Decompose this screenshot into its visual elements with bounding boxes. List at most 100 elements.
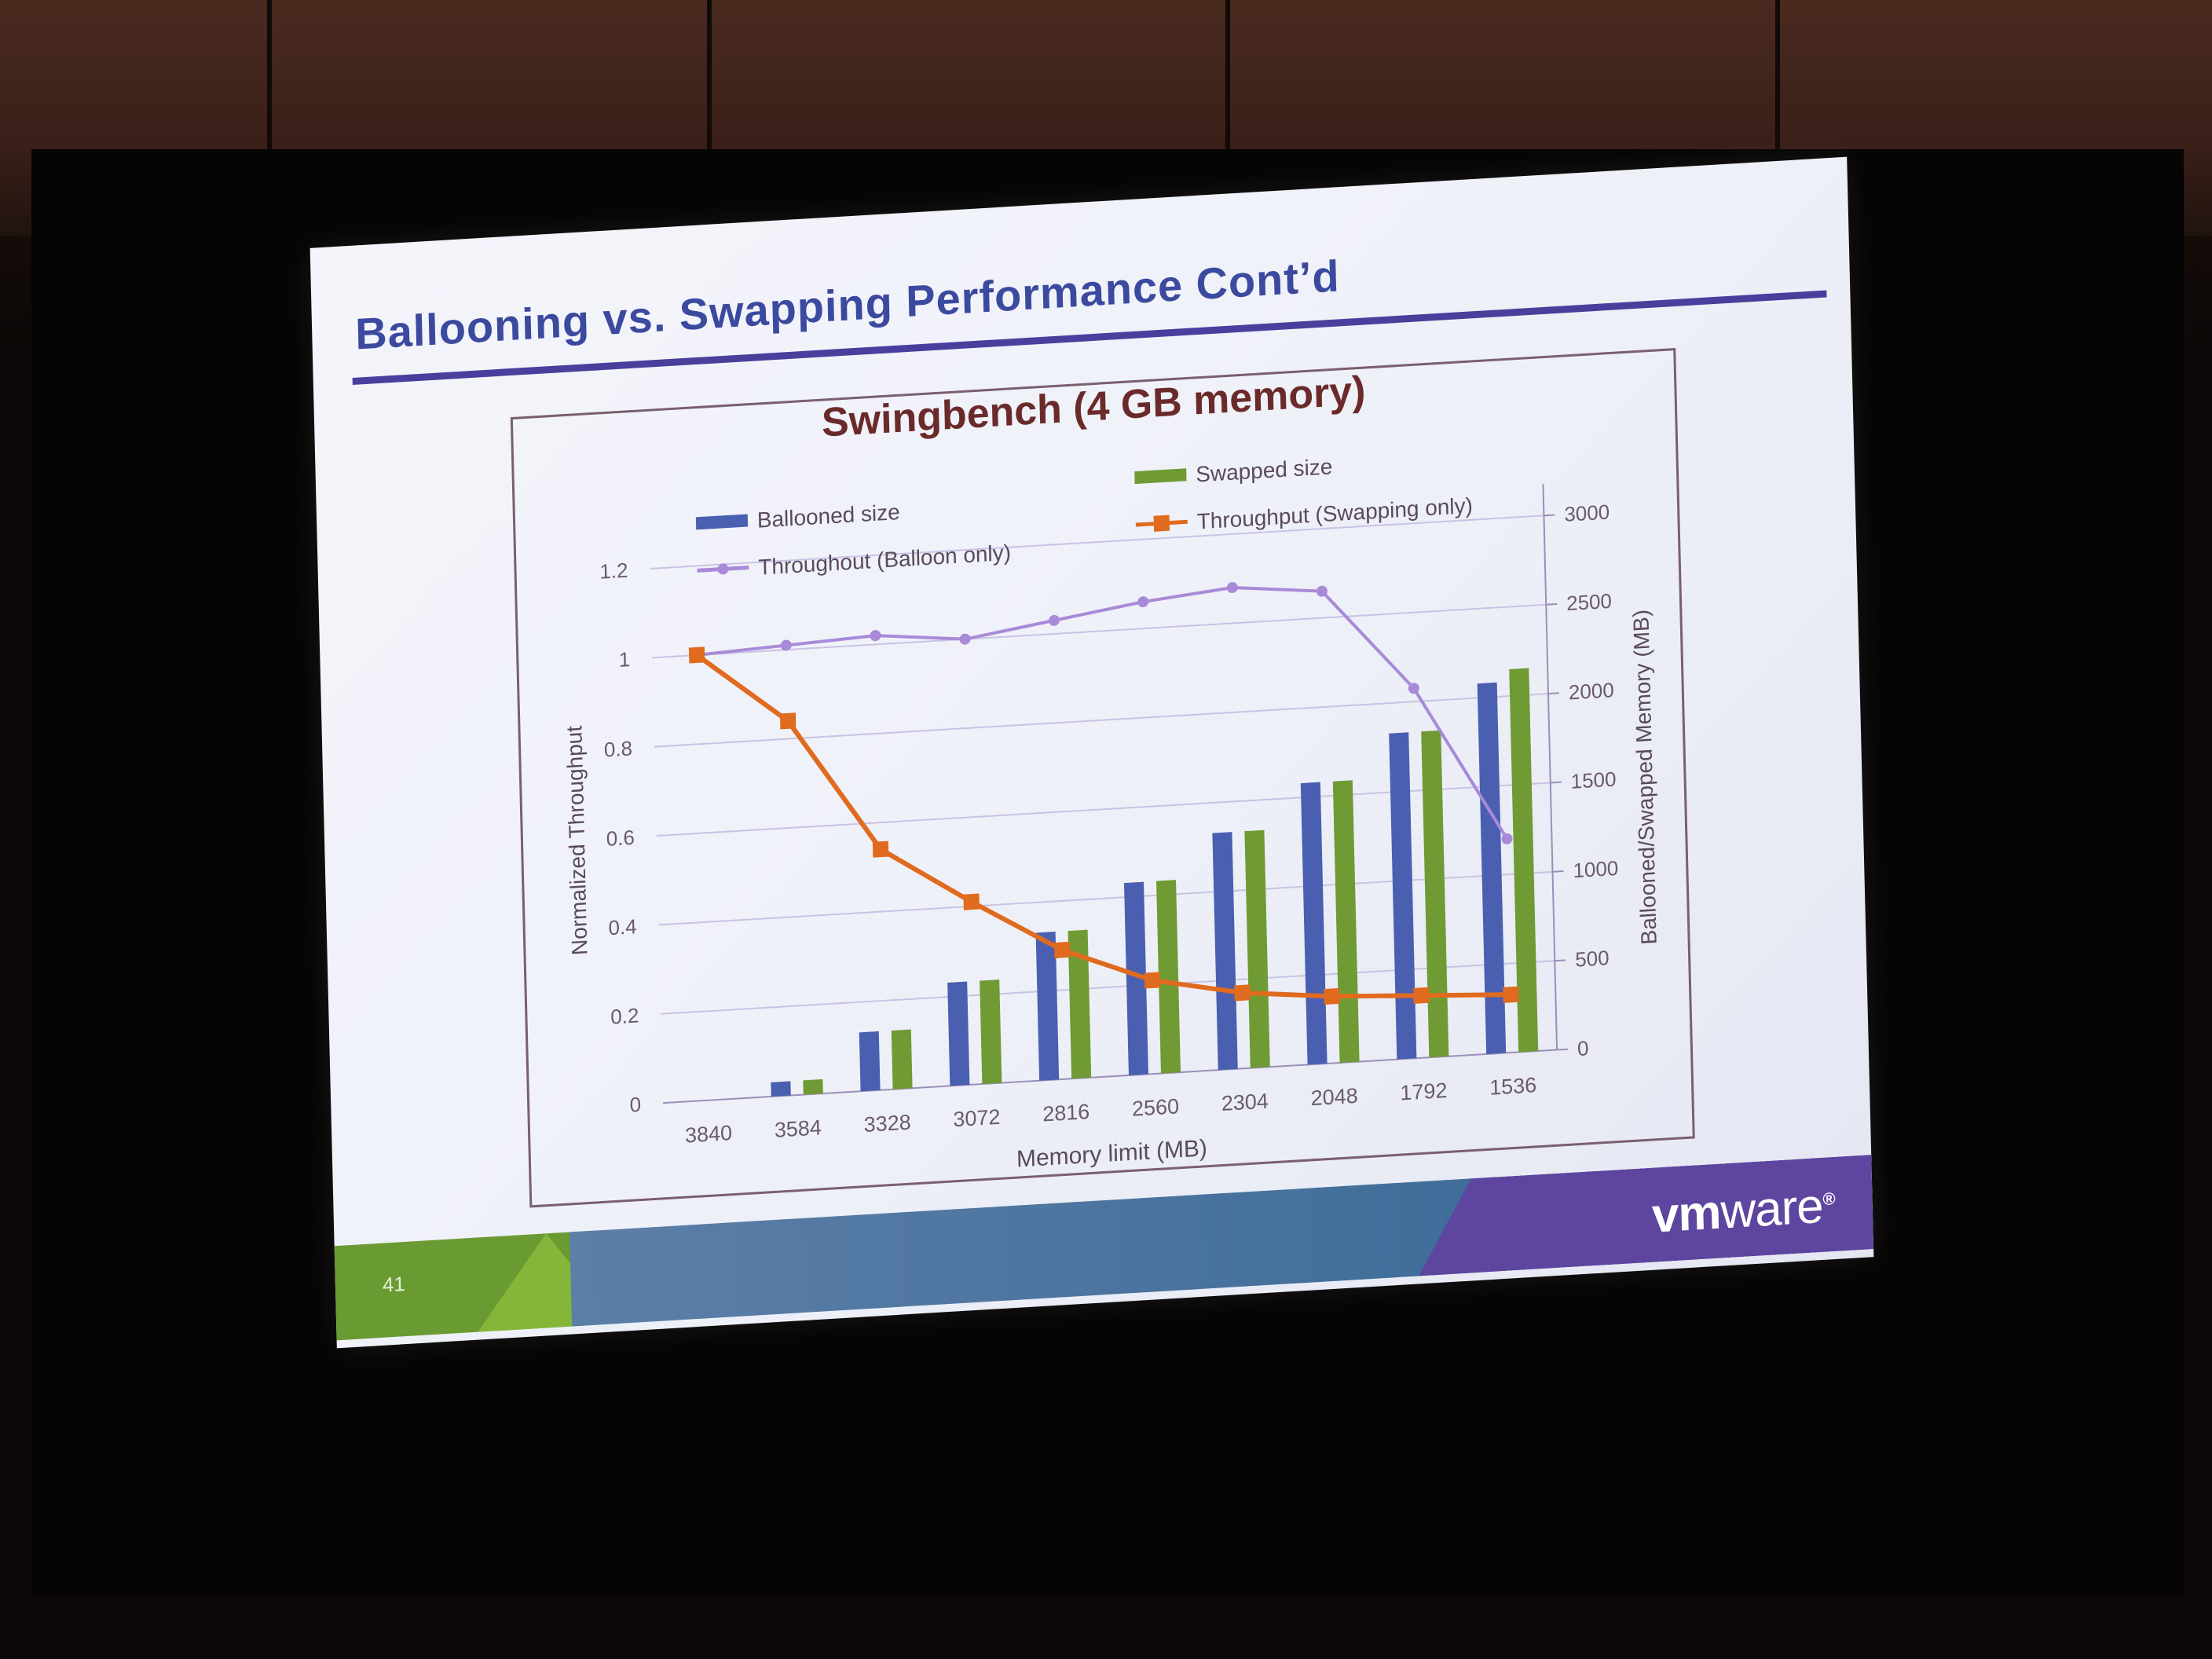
chart-svg: 0 0.2 0.4 0.6 0.8 1 1.2 0 500 1000 1500 2000 2500 300…: [562, 454, 1661, 1172]
gridline: [650, 515, 1544, 569]
legend-label: Throughout (Balloon only): [758, 540, 1011, 580]
gridline: [652, 603, 1547, 659]
y-right-tick: [1550, 781, 1562, 784]
y-left-tick-label: 1.2: [599, 558, 628, 584]
swapped-bar: [1244, 830, 1270, 1068]
y-right-tick-label: 500: [1575, 946, 1610, 972]
legend-label: Ballooned size: [757, 500, 901, 533]
slide-title: Ballooning vs. Swapping Performance Cont…: [354, 251, 1341, 359]
x-tick-label: 1792: [1400, 1079, 1448, 1105]
balloon-throughput-point: [1408, 683, 1419, 694]
ballooned-bar: [1300, 782, 1328, 1065]
logo-light: ware: [1719, 1178, 1824, 1240]
swap-throughput-point: [1503, 986, 1519, 1003]
swap-throughput-point: [1234, 984, 1251, 1002]
legend-swatch: [1134, 468, 1187, 485]
x-tick-label: 3840: [685, 1121, 733, 1148]
legend-marker: [1153, 515, 1170, 532]
gridline: [661, 960, 1555, 1015]
y-right-tick-label: 2000: [1569, 678, 1614, 704]
y-left-tick-label: 0.6: [606, 826, 635, 851]
swap-throughput-point: [872, 840, 889, 858]
y-left-tick-label: 1: [618, 647, 630, 672]
x-tick-label: 3584: [774, 1115, 822, 1142]
y-right-tick: [1546, 602, 1558, 606]
legend-label: Swapped size: [1196, 454, 1333, 486]
balloon-throughput-point: [1137, 596, 1149, 608]
chart-frame: Swingbench (4 GB memory) 0 0.2 0.4 0.6 0.8 1 1…: [510, 348, 1695, 1208]
logo-bold: vm: [1651, 1185, 1722, 1243]
y-right-tick: [1552, 870, 1564, 873]
projected-slide: Ballooning vs. Swapping Performance Cont…: [309, 156, 1874, 1349]
ballooned-bar: [859, 1031, 881, 1092]
y-left-axis-title: Normalized Throughput: [562, 725, 591, 956]
balloon-throughput-point: [1501, 833, 1513, 844]
swap-throughput-point: [1053, 941, 1071, 958]
ballooned-bar: [1123, 881, 1148, 1075]
y-left-tick-label: 0.8: [604, 736, 633, 761]
ballooned-bar: [1389, 732, 1417, 1060]
y-left-tick-label: 0.4: [608, 914, 637, 939]
y-right-tick: [1557, 1048, 1569, 1051]
x-tick-label: 3328: [863, 1110, 911, 1137]
ballooned-bar: [771, 1081, 791, 1097]
y-right-tick-label: 2500: [1566, 589, 1612, 615]
gridline: [658, 870, 1553, 926]
swap-throughput-point: [1144, 972, 1161, 989]
y-right-axis-title: Ballooned/Swapped Memory (MB): [1628, 609, 1661, 945]
swap-throughput-point: [963, 893, 980, 910]
x-tick-label: 2816: [1042, 1100, 1090, 1126]
y-left-tick-label: 0: [629, 1093, 641, 1117]
x-tick-label: 2048: [1310, 1084, 1358, 1111]
swap-throughput-line: [695, 653, 1511, 999]
swapped-bar: [1068, 929, 1092, 1079]
balloon-throughput-point: [1226, 582, 1238, 594]
balloon-throughput-line: [696, 586, 1509, 840]
logo-mark: ®: [1822, 1188, 1835, 1210]
ballooned-bar: [947, 981, 970, 1086]
page-number: 41: [382, 1272, 406, 1297]
ballooned-bar: [1477, 682, 1507, 1054]
x-tick-label: 2560: [1132, 1094, 1180, 1121]
balloon-throughput-point: [780, 639, 792, 651]
y-right-tick: [1544, 514, 1555, 517]
ballooned-bar: [1035, 932, 1060, 1081]
y-right-tick-label: 3000: [1564, 500, 1610, 526]
legend-marker: [717, 563, 729, 575]
y-right-tick: [1547, 692, 1559, 695]
ballooned-bar: [1212, 832, 1238, 1071]
x-axis-title: Memory limit (MB): [1016, 1135, 1208, 1172]
legend-swatch: [695, 514, 749, 530]
swapped-bar: [1332, 780, 1360, 1063]
x-tick-label: 3072: [953, 1105, 1001, 1132]
swap-throughput-point: [779, 712, 797, 730]
y-left-tick-label: 0.2: [610, 1003, 639, 1028]
x-tick-label: 1536: [1489, 1073, 1537, 1100]
swap-throughput-point: [1413, 987, 1430, 1004]
y-right-tick: [1555, 959, 1566, 962]
gridline: [654, 693, 1549, 748]
swapped-bar: [1421, 730, 1449, 1058]
swapped-bar: [803, 1079, 823, 1095]
wall-panel: [267, 0, 712, 236]
swap-throughput-point: [688, 646, 705, 664]
vmware-logo: vmware®: [1651, 1177, 1836, 1244]
y-right-tick-label: 0: [1577, 1036, 1589, 1060]
swap-throughput-point: [1324, 987, 1340, 1005]
wall-panel: [707, 0, 1230, 236]
balloon-throughput-point: [959, 633, 971, 645]
swapped-bar: [980, 980, 1002, 1085]
swapped-bar: [1509, 668, 1539, 1053]
y-right-tick-label: 1500: [1570, 767, 1616, 793]
swapped-bar: [891, 1029, 913, 1090]
swapped-bar: [1155, 880, 1181, 1074]
wall-panel: [0, 0, 272, 236]
y-right-tick-label: 1000: [1573, 856, 1618, 882]
y-right-axis: [1542, 484, 1558, 1050]
wall-panel: [1225, 0, 1780, 236]
x-tick-label: 2304: [1221, 1089, 1269, 1115]
balloon-throughput-point: [870, 630, 881, 642]
gridline: [656, 782, 1551, 837]
balloon-throughput-point: [1316, 585, 1328, 597]
balloon-throughput-point: [1048, 614, 1060, 626]
